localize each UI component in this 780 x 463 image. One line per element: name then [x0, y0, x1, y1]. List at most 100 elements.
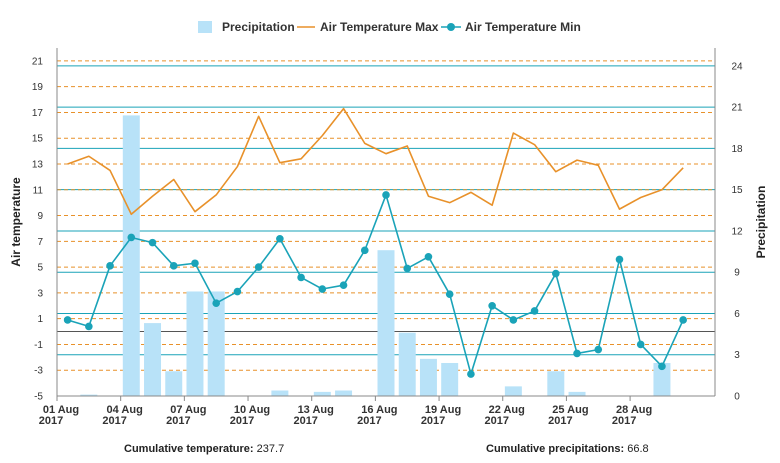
x-tick-year: 2017	[357, 415, 381, 427]
x-tick-year: 2017	[421, 415, 445, 427]
left-tick-label: 21	[32, 56, 44, 67]
footer: Cumulative temperature: 237.7 Cumulative…	[124, 443, 649, 455]
legend[interactable]: Precipitation Air Temperature Max Air Temp…	[198, 20, 581, 34]
temperature-min-point	[360, 246, 369, 255]
temperature-min-point	[191, 259, 199, 268]
cumulative-temperature-value: 237.7	[257, 443, 285, 455]
left-tick-label: 19	[32, 82, 44, 93]
temperature-min-point	[339, 281, 348, 289]
right-tick-label: 3	[734, 350, 740, 361]
left-tick-label: 11	[33, 185, 44, 196]
x-tick-label: 16 Aug 2017	[357, 404, 397, 427]
precipitation-bar	[144, 323, 162, 396]
precipitation-bar	[441, 362, 459, 396]
temperature-min-point	[594, 345, 603, 354]
legend-precipitation-label[interactable]: Precipitation	[222, 20, 295, 34]
temperature-min-point	[509, 316, 518, 324]
right-tick-label: 0	[734, 392, 740, 403]
legend-max-label[interactable]: Air Temperature Max	[320, 20, 439, 34]
temperature-min-point	[382, 191, 390, 199]
x-tick-label: 10 Aug 2017	[230, 404, 270, 427]
precipitation-bar	[122, 115, 140, 397]
left-tick-label: -5	[34, 392, 43, 403]
precipitation-bar	[568, 391, 586, 396]
temperature-min-point	[233, 287, 242, 296]
temperature-max-line	[67, 107, 684, 216]
precipitation-bar	[547, 371, 565, 396]
left-tick-label: 3	[37, 288, 43, 299]
x-tick-date: 28 Aug	[616, 404, 652, 416]
precipitation-bars	[80, 115, 671, 397]
x-tick-year: 2017	[166, 415, 190, 427]
x-tick-date: 13 Aug	[298, 404, 334, 416]
temperature-min-point	[615, 255, 624, 264]
x-tick-year: 2017	[102, 415, 126, 427]
temperature-min-point	[488, 301, 496, 310]
right-tick-label: 24	[731, 61, 743, 72]
x-tick-date: 25 Aug	[552, 404, 588, 416]
x-tick-label: 25 Aug 2017	[548, 404, 588, 427]
cumulative-temperature-label: Cumulative temperature: 237.7	[124, 443, 284, 455]
temperature-min-point	[297, 273, 305, 282]
x-tick-label: 13 Aug 2017	[293, 404, 333, 427]
precipitation-bar	[207, 291, 225, 396]
legend-min-marker	[447, 23, 455, 31]
x-tick-date: 22 Aug	[489, 404, 525, 416]
temperature-min-point	[403, 264, 412, 273]
temperature-min-point	[254, 263, 263, 271]
right-tick-label: 9	[734, 268, 740, 279]
y-right-axis-title: Precipitation	[754, 186, 768, 259]
temperature-min-point	[658, 362, 666, 371]
precipitation-bar	[165, 371, 183, 396]
precipitation-bar	[653, 362, 671, 396]
right-tick-label: 21	[731, 103, 743, 114]
left-tick-label: 1	[37, 314, 43, 325]
temperature-lines	[63, 107, 687, 378]
right-tick-label: 6	[734, 309, 740, 320]
precipitation-bar	[377, 250, 395, 396]
left-tick-label: 13	[32, 160, 44, 171]
precipitation-bar	[398, 332, 416, 396]
temperature-min-point	[85, 322, 93, 331]
temperature-min-point	[276, 234, 284, 243]
x-tick-date: 07 Aug	[170, 404, 206, 416]
left-tick-label: 17	[32, 108, 44, 119]
precipitation-bar	[186, 291, 204, 396]
x-tick-year: 2017	[484, 415, 508, 427]
x-tick-label: 01 Aug 2017	[39, 404, 79, 427]
legend-min-label[interactable]: Air Temperature Min	[465, 20, 581, 34]
left-tick-label: 7	[37, 237, 43, 248]
temperature-min-point	[318, 285, 327, 293]
x-tick-date: 01 Aug	[43, 404, 79, 416]
x-tick-date: 10 Aug	[234, 404, 270, 416]
temperature-min-point	[467, 370, 475, 378]
temperature-min-point	[169, 262, 178, 270]
temperature-min-point	[148, 238, 157, 247]
x-tick-label: 04 Aug 2017	[102, 404, 142, 427]
y-left-axis-title: Air temperature	[9, 177, 23, 267]
x-tick-date: 16 Aug	[361, 404, 397, 416]
axes: 03691215182124-5-3-11357911131517192101 …	[9, 48, 768, 427]
left-tick-label: 15	[32, 134, 44, 145]
right-tick-label: 15	[731, 185, 743, 196]
x-tick-date: 04 Aug	[107, 404, 143, 416]
x-tick-label: 19 Aug 2017	[421, 404, 461, 427]
x-tick-year: 2017	[230, 415, 254, 427]
temperature-min-point	[127, 233, 136, 242]
x-tick-label: 22 Aug 2017	[484, 404, 524, 427]
temperature-min-point	[636, 340, 645, 349]
left-tick-label: 9	[37, 211, 43, 222]
x-tick-year: 2017	[293, 415, 317, 427]
precipitation-bar	[419, 358, 437, 396]
precipitation-bar	[335, 390, 353, 396]
x-tick-year: 2017	[612, 415, 636, 427]
temperature-min-point	[573, 349, 581, 358]
cumulative-precipitation-label: Cumulative precipitations: 66.8	[486, 443, 649, 455]
x-tick-year: 2017	[39, 415, 63, 427]
x-tick-year: 2017	[548, 415, 572, 427]
cumulative-precipitation-value: 66.8	[627, 443, 648, 455]
temperature-min-point	[445, 290, 454, 298]
cumulative-precipitation-label-text: Cumulative precipitations:	[486, 443, 624, 455]
temperature-min-point	[679, 316, 687, 324]
